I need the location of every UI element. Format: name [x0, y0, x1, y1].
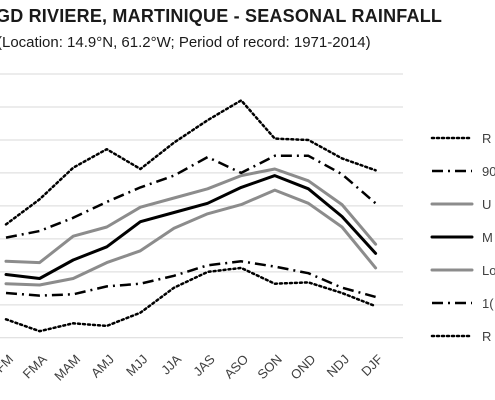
legend: R 90 U M Lo 1( R: [430, 131, 495, 344]
chart-title-text: GD RIVIERE, MARTINIQUE - SEASONAL RAINFA…: [0, 6, 443, 26]
legend-label-0: R: [482, 131, 491, 146]
x-tick-label-jja: JJA: [158, 351, 184, 377]
chart-subtitle-text: (Location: 14.9°N, 61.2°W; Period of rec…: [0, 34, 371, 51]
x-tick-label-jfm: JFM: [0, 352, 16, 380]
series-line-2: [4, 167, 378, 265]
series-line-4: [4, 188, 378, 287]
x-tick-label-djf: DJF: [358, 351, 385, 378]
legend-label-5: 1(: [482, 296, 494, 311]
x-tick-label-aso: ASO: [221, 352, 251, 382]
series-lines: [4, 99, 378, 333]
legend-label-6: R: [482, 329, 491, 344]
legend-label-2: U: [482, 197, 491, 212]
x-tick-label-son: SON: [254, 352, 285, 383]
x-tick-label-mjj: MJJ: [123, 352, 150, 379]
x-tick-label-jas: JAS: [190, 351, 218, 379]
legend-label-4: Lo: [482, 263, 495, 278]
x-tick-label-ndj: NDJ: [324, 352, 352, 380]
series-line-5: [5, 260, 376, 299]
x-tick-labels: JFM FMA MAM AMJ MJJ JJA JAS ASO SON OND NDJ DJF: [0, 351, 386, 383]
x-tick-label-mam: MAM: [51, 352, 83, 384]
series-line-1: [5, 154, 377, 239]
series-line-6: [4, 266, 377, 333]
legend-label-1: 90: [482, 164, 495, 179]
series-line-3: [4, 174, 378, 280]
x-tick-label-ond: OND: [287, 352, 318, 383]
legend-label-3: M: [482, 230, 493, 245]
x-tick-label-fma: FMA: [20, 351, 50, 381]
series-line-0: [4, 99, 377, 226]
x-tick-label-amj: AMJ: [88, 352, 117, 381]
